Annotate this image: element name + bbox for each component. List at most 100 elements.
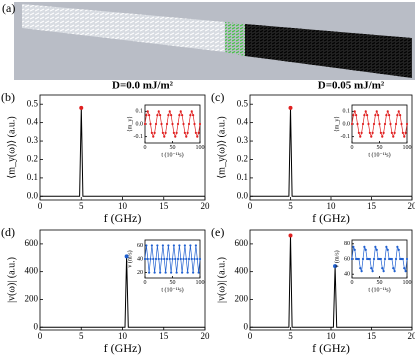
x-tick-label: 15 bbox=[367, 331, 377, 341]
y-tick-label: 0.1 bbox=[136, 109, 144, 115]
data-point bbox=[157, 110, 160, 113]
data-point bbox=[374, 114, 377, 117]
data-point bbox=[383, 257, 387, 261]
y-tick-label: 600 bbox=[235, 238, 249, 248]
data-point bbox=[176, 122, 180, 126]
data-point bbox=[159, 271, 162, 274]
y-tick-label: 0.3 bbox=[237, 135, 249, 145]
peak-marker bbox=[333, 264, 338, 269]
x-tick-label: 0 bbox=[38, 201, 43, 211]
x-tick-label: 20 bbox=[201, 201, 211, 211]
x-tick-label: 0 bbox=[351, 145, 354, 151]
x-tick-label: 0 bbox=[248, 331, 253, 341]
data-point bbox=[189, 244, 192, 247]
x-tick-label: 20 bbox=[201, 331, 211, 341]
data-point bbox=[174, 135, 177, 138]
data-point bbox=[388, 114, 391, 117]
y-tick-label: 40 bbox=[344, 272, 350, 278]
y-tick-label: 40 bbox=[137, 256, 143, 262]
data-point bbox=[363, 245, 366, 248]
data-point bbox=[175, 271, 178, 274]
data-point bbox=[370, 267, 373, 270]
y-tick-label: 400 bbox=[235, 266, 249, 276]
data-point bbox=[360, 270, 363, 273]
y-tick-label: 0.2 bbox=[27, 154, 38, 164]
data-point bbox=[176, 257, 180, 261]
y-tick-label: 0.5 bbox=[237, 98, 249, 108]
y-axis-label: |v(ω)| (a.u.) bbox=[6, 257, 17, 303]
data-point bbox=[149, 257, 152, 261]
data-point bbox=[364, 110, 367, 113]
data-point bbox=[179, 257, 182, 261]
data-point bbox=[393, 131, 396, 134]
x-tick-label: 100 bbox=[196, 145, 205, 151]
data-point bbox=[357, 257, 360, 261]
data-point bbox=[361, 122, 365, 126]
data-point bbox=[185, 135, 188, 138]
data-point bbox=[148, 114, 151, 117]
data-point bbox=[153, 131, 156, 134]
x-tick-label: 15 bbox=[159, 201, 169, 211]
data-point bbox=[156, 244, 159, 247]
x-axis-label: f (GHz) bbox=[312, 211, 350, 225]
data-point bbox=[357, 131, 360, 134]
data-point bbox=[366, 114, 369, 117]
data-point bbox=[161, 244, 164, 247]
data-point bbox=[174, 257, 177, 261]
data-point bbox=[401, 131, 404, 134]
data-point bbox=[368, 257, 371, 261]
data-point bbox=[197, 131, 200, 134]
data-point bbox=[146, 110, 149, 113]
data-point bbox=[352, 114, 355, 117]
panel-title: D=0.0 mJ/m² bbox=[112, 80, 174, 92]
y-tick-label: 0.4 bbox=[237, 117, 249, 127]
y-tick-label: 60 bbox=[344, 256, 350, 262]
inset-y-label: ⟨m_y⟩ bbox=[333, 116, 340, 131]
data-point bbox=[359, 135, 362, 138]
x-tick-label: 10 bbox=[118, 331, 128, 341]
data-point bbox=[352, 245, 355, 248]
y-tick-label: 0.0 bbox=[237, 190, 249, 200]
inset-x-label: t (10⁻¹¹s) bbox=[161, 151, 183, 158]
data-point bbox=[371, 131, 374, 134]
data-point bbox=[187, 257, 191, 261]
x-tick-label: 20 bbox=[408, 201, 415, 211]
data-point bbox=[194, 244, 197, 247]
peak-marker bbox=[288, 233, 293, 238]
data-point bbox=[367, 122, 370, 126]
data-point bbox=[170, 114, 173, 117]
data-point bbox=[394, 257, 398, 261]
data-point bbox=[152, 135, 155, 138]
x-tick-label: 100 bbox=[196, 280, 205, 286]
data-point bbox=[150, 131, 153, 134]
inset-y-label: v (m/s) bbox=[126, 250, 133, 267]
data-point bbox=[356, 122, 359, 126]
data-point bbox=[167, 244, 170, 247]
data-point bbox=[198, 257, 202, 261]
data-point bbox=[359, 267, 362, 270]
y-tick-label: 0.0 bbox=[136, 121, 144, 127]
x-axis-label: f (GHz) bbox=[104, 211, 142, 225]
data-point bbox=[146, 257, 149, 261]
data-point bbox=[378, 122, 381, 126]
data-point bbox=[401, 257, 404, 261]
data-point bbox=[187, 122, 191, 126]
data-point bbox=[160, 257, 163, 261]
data-point bbox=[167, 114, 170, 117]
panel-label: (a) bbox=[2, 1, 15, 15]
x-tick-label: 0 bbox=[144, 145, 147, 151]
data-point bbox=[372, 122, 376, 126]
data-point bbox=[156, 114, 159, 117]
data-point bbox=[196, 135, 199, 138]
data-point bbox=[172, 244, 175, 247]
data-point bbox=[390, 257, 393, 261]
data-point bbox=[192, 271, 195, 274]
data-point bbox=[179, 110, 182, 113]
data-point bbox=[145, 114, 148, 117]
data-point bbox=[364, 248, 367, 251]
panel-label: (c) bbox=[211, 90, 224, 104]
data-point bbox=[400, 122, 403, 126]
data-point bbox=[386, 110, 389, 113]
data-point bbox=[350, 122, 354, 126]
